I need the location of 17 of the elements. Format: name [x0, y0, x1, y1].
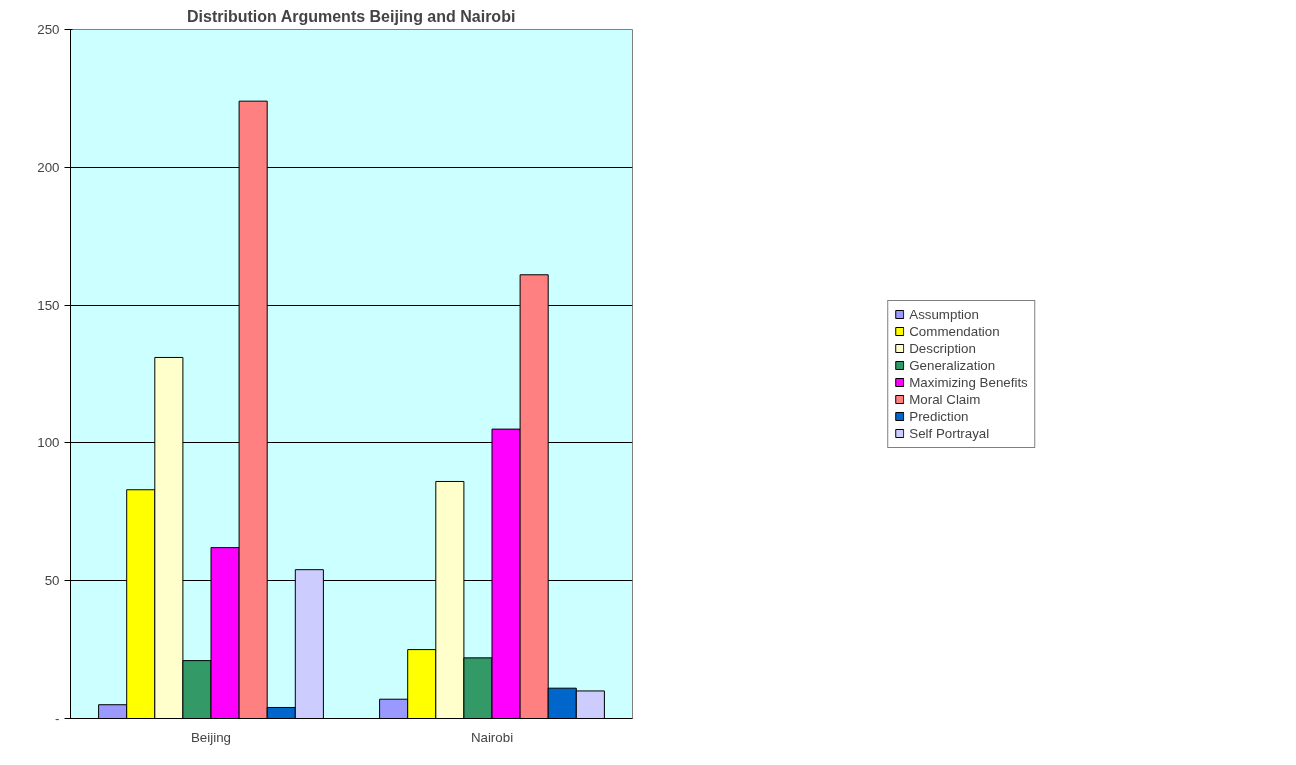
y-tick-label: 100	[37, 435, 60, 451]
legend-label: Assumption	[909, 306, 979, 322]
chart-title: Distribution Arguments Beijing and Nairobi	[187, 7, 516, 25]
legend-label: Description	[909, 340, 976, 356]
x-tick-label: Nairobi	[470, 729, 514, 745]
x-tick-label: Beijing	[190, 729, 232, 745]
y-tick-label: 50	[44, 573, 60, 589]
legend-label: Generalization	[909, 357, 996, 373]
legend-label: Commendation	[909, 323, 1000, 339]
y-tick-label: 150	[37, 297, 60, 313]
legend-label: Self Portrayal	[909, 425, 990, 441]
legend-label: Prediction	[909, 408, 969, 424]
legend-label: Maximizing Benefits	[909, 374, 1028, 390]
y-tick-label: 200	[37, 159, 60, 175]
y-tick-label: 250	[37, 22, 60, 37]
legend-label: Moral Claim	[909, 391, 981, 407]
y-tick-label: -	[55, 711, 60, 726]
